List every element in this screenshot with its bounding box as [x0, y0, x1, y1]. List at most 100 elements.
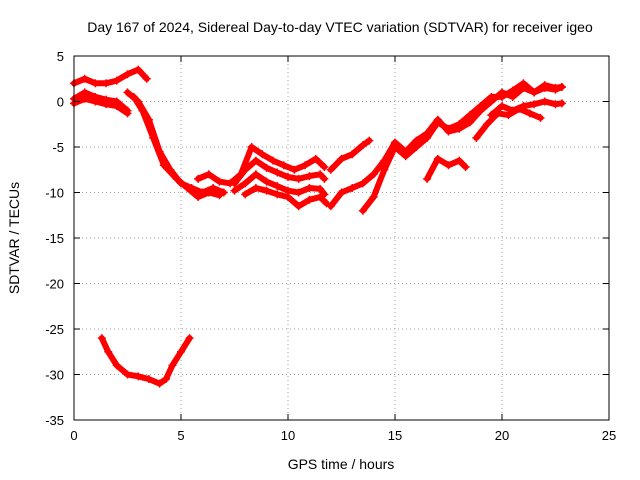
data-point — [123, 106, 132, 115]
series-s1 — [70, 65, 151, 88]
y-tick-label: -15 — [45, 231, 64, 246]
data-point — [305, 172, 314, 181]
series-line — [359, 80, 565, 214]
data-point — [273, 190, 282, 199]
series-line — [231, 157, 328, 187]
data-point — [423, 174, 432, 183]
data-point — [134, 65, 143, 74]
y-tick-label: -20 — [45, 277, 64, 292]
data-point — [472, 133, 481, 142]
data-point — [80, 74, 89, 83]
data-point — [316, 184, 325, 193]
data-point — [91, 79, 100, 88]
data-point — [455, 120, 464, 129]
y-axis-label: SDTVAR / TECUs — [6, 182, 22, 294]
data-point — [102, 79, 111, 88]
data-point — [258, 150, 267, 159]
data-point — [498, 92, 506, 101]
series-s10 — [326, 136, 374, 174]
data-point — [112, 97, 121, 106]
y-tick-label: -30 — [45, 368, 64, 383]
y-tick-label: -35 — [45, 413, 64, 428]
data-point — [301, 161, 310, 170]
x-tick-label: 10 — [281, 428, 295, 443]
data-point — [337, 154, 346, 163]
data-point — [273, 168, 282, 177]
series-line — [231, 171, 328, 198]
data-point — [230, 186, 239, 195]
y-tick-label: 0 — [57, 95, 64, 110]
data-point — [138, 106, 147, 115]
data-point — [262, 177, 271, 186]
data-point — [476, 102, 485, 111]
data-point — [149, 133, 158, 142]
data-point — [412, 143, 421, 151]
data-point — [320, 190, 329, 199]
series-line — [98, 335, 193, 387]
y-tick-label: 5 — [57, 49, 64, 64]
data-point — [540, 97, 549, 106]
data-point — [215, 191, 224, 200]
data-point — [465, 118, 474, 127]
data-point — [358, 206, 367, 215]
data-point — [204, 188, 213, 197]
data-point — [123, 370, 132, 379]
data-point — [498, 102, 506, 111]
data-point — [504, 111, 513, 120]
x-tick-label: 5 — [177, 428, 184, 443]
data-point — [557, 99, 566, 108]
data-point — [358, 141, 367, 150]
data-point — [279, 161, 288, 170]
data-point — [123, 88, 132, 97]
x-tick-label: 25 — [602, 428, 616, 443]
data-point — [487, 111, 496, 120]
y-tick-label: -10 — [45, 186, 64, 201]
data-point — [551, 100, 560, 109]
series-s5 — [129, 92, 224, 202]
data-point — [551, 85, 560, 94]
data-point — [251, 170, 260, 179]
data-point — [142, 74, 151, 83]
x-tick-label: 20 — [495, 428, 509, 443]
data-point — [80, 88, 89, 97]
data-point — [320, 163, 329, 172]
data-point — [305, 195, 314, 204]
data-point — [348, 183, 357, 192]
data-point — [112, 361, 121, 370]
data-point — [185, 334, 194, 343]
data-point — [247, 143, 256, 151]
x-axis-label: GPS time / hours — [288, 456, 395, 472]
data-point — [241, 165, 250, 174]
data-point — [159, 161, 168, 170]
data-point — [134, 372, 143, 381]
x-tick-label: 0 — [70, 428, 77, 443]
data-point — [162, 375, 171, 384]
data-point — [104, 347, 113, 356]
data-point — [97, 334, 106, 343]
data-point — [380, 165, 389, 174]
data-point — [483, 120, 492, 129]
data-point — [91, 92, 100, 101]
data-point — [155, 379, 164, 388]
data-point — [508, 86, 517, 95]
data-point — [530, 88, 539, 97]
data-point — [273, 182, 282, 191]
data-point — [337, 188, 346, 197]
data-point — [172, 174, 181, 183]
series-s7 — [230, 156, 329, 188]
data-point — [194, 174, 203, 183]
series-s16 — [97, 334, 194, 388]
series-line — [71, 89, 131, 114]
data-point — [540, 83, 549, 92]
data-point — [320, 174, 329, 183]
data-point — [326, 165, 335, 174]
data-point — [401, 152, 410, 161]
data-point — [215, 177, 224, 186]
data-point — [183, 183, 192, 192]
data-point — [525, 109, 534, 118]
data-point — [369, 170, 378, 179]
series-s12 — [358, 79, 566, 215]
data-point — [305, 183, 314, 192]
data-point — [316, 170, 325, 179]
